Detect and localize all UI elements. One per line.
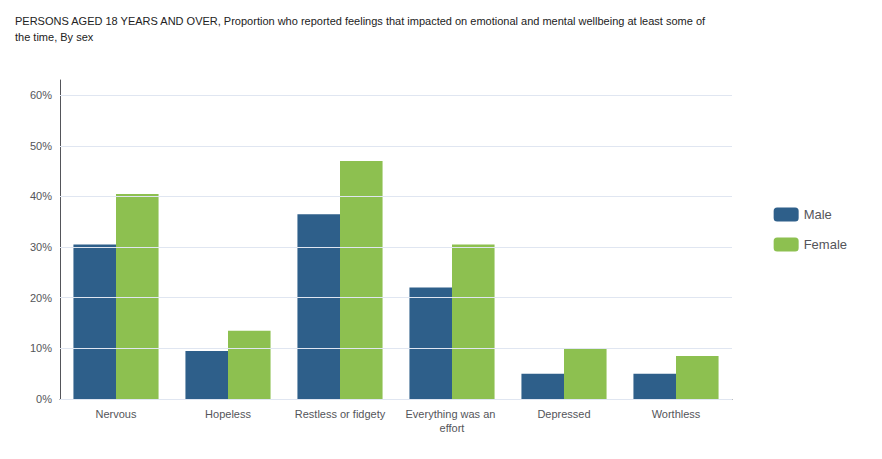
svg-text:Male: Male [804, 207, 832, 222]
svg-text:PERSONS AGED 18 YEARS AND OVER: PERSONS AGED 18 YEARS AND OVER, Proporti… [15, 15, 706, 27]
svg-text:Everything was an: Everything was an [406, 408, 499, 420]
svg-text:40%: 40% [30, 190, 52, 202]
svg-text:50%: 50% [30, 140, 52, 152]
svg-text:Nervous: Nervous [96, 408, 137, 420]
svg-text:Restless or fidgety: Restless or fidgety [295, 408, 386, 420]
svg-text:Worthless: Worthless [652, 408, 701, 420]
svg-text:Depressed: Depressed [537, 408, 590, 420]
svg-text:10%: 10% [30, 342, 52, 354]
svg-text:effort: effort [440, 422, 465, 434]
svg-text:the time, By sex: the time, By sex [15, 31, 94, 43]
svg-text:60%: 60% [30, 89, 52, 101]
svg-text:Female: Female [804, 237, 847, 252]
svg-text:0%: 0% [36, 393, 52, 405]
svg-text:Hopeless: Hopeless [205, 408, 251, 420]
svg-text:20%: 20% [30, 292, 52, 304]
svg-text:30%: 30% [30, 241, 52, 253]
